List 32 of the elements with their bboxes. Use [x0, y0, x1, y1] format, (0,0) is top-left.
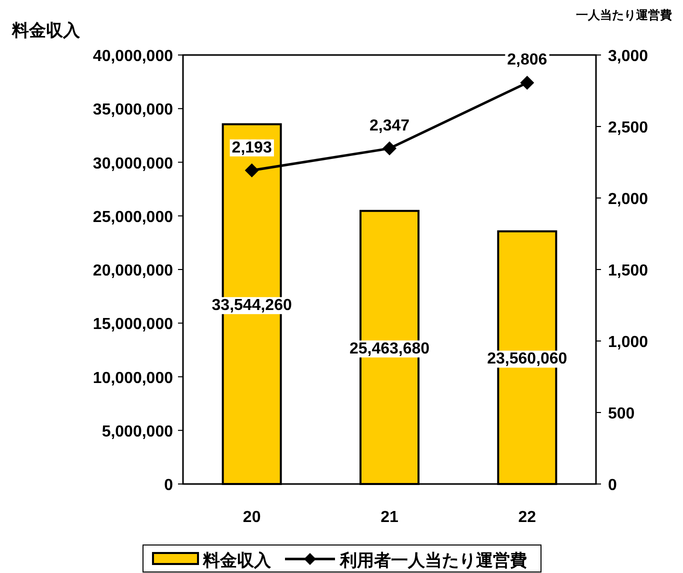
y2-tick-label: 2,500 — [608, 120, 648, 136]
point — [382, 141, 396, 156]
y-tick-label: 30,000,000 — [92, 155, 174, 172]
data-label: 2,806 — [507, 52, 548, 69]
data-label: 2,193 — [232, 139, 272, 156]
y-tick-label: 35,000,000 — [92, 102, 174, 119]
y-tick-label: 40,000,000 — [92, 48, 174, 65]
legend-label: 料金収入 — [202, 551, 272, 570]
legend-label: 利用者一人当たり運営費 — [339, 551, 527, 570]
y2-tick-label: 1,500 — [608, 262, 648, 280]
data-label: 25,463,680 — [349, 340, 430, 358]
data-label: 23,560,060 — [487, 350, 568, 368]
y2-tick-label: 500 — [608, 406, 635, 422]
data-label: 33,544,260 — [212, 297, 292, 314]
y-tick-label: 15,000,000 — [92, 316, 174, 334]
x-tick-label: 22 — [518, 509, 536, 526]
x-tick-label: 21 — [380, 509, 398, 526]
y2-tick-label: 2,000 — [608, 191, 648, 208]
y2-axis-title: 一人当たり運営費 — [576, 8, 672, 22]
y2-tick-label: 1,000 — [608, 334, 648, 351]
y-tick-label: 25,000,000 — [92, 208, 174, 226]
point — [244, 163, 259, 178]
x-tick-label: 20 — [242, 509, 261, 526]
y2-tick-label: 0 — [608, 477, 617, 494]
point — [520, 76, 534, 90]
data-label: 2,347 — [369, 117, 410, 134]
y-tick-label: 5,000,000 — [102, 423, 174, 440]
y-axis-title: 料金収入 — [11, 21, 81, 40]
y-tick-label: 0 — [164, 477, 174, 494]
y-tick-label: 10,000,000 — [92, 370, 174, 387]
y2-tick-label: 3,000 — [608, 48, 648, 65]
y-tick-label: 20,000,000 — [92, 262, 174, 280]
